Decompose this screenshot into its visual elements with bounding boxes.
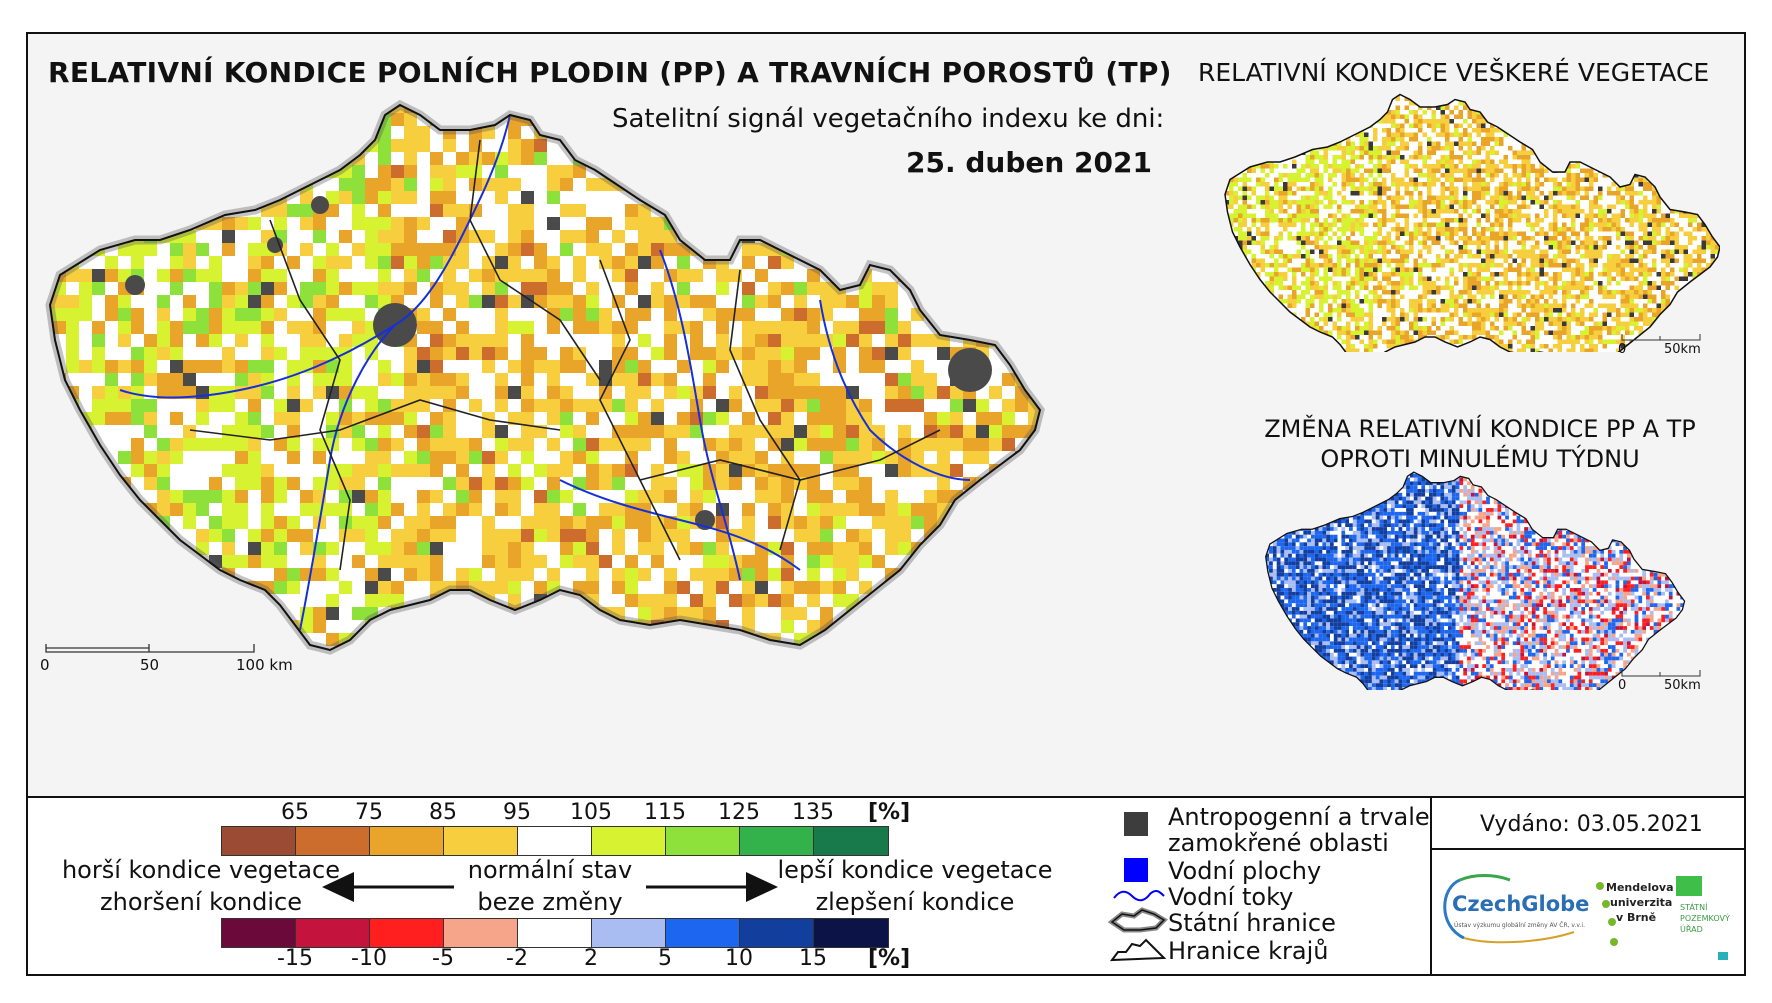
spu-logo-text: STÁTNÍ POZEMKOVÝ ÚŘAD xyxy=(1680,902,1730,935)
better-line2: zlepšení kondice xyxy=(815,888,1015,916)
normal-line1: normální stav xyxy=(467,856,633,884)
main-title: RELATIVNÍ KONDICE POLNÍCH PLODIN (PP) A … xyxy=(48,56,1172,89)
legend-swatch xyxy=(222,827,296,855)
legend-tick-label: 115 xyxy=(644,800,686,825)
main-condition-map xyxy=(40,100,1180,760)
change-color-bar xyxy=(221,918,889,948)
region-border-icon xyxy=(1109,938,1167,962)
legend-swatch xyxy=(592,827,666,855)
worse-line2: zhoršení kondice xyxy=(100,888,302,916)
mendel-line1: Mendelova xyxy=(1606,881,1674,894)
legend-tick-label: -2 xyxy=(506,946,528,971)
mendel-line2: univerzita xyxy=(1610,896,1673,909)
czechglobe-logo xyxy=(1443,874,1575,944)
main-scale-0: 0 xyxy=(40,656,50,674)
legend-swatch xyxy=(740,919,814,947)
spu-line1: STÁTNÍ xyxy=(1680,903,1708,912)
legend-swatch xyxy=(296,919,370,947)
inset-vegetation-map xyxy=(1224,93,1720,352)
condition-color-bar xyxy=(221,826,889,856)
legend-swatch xyxy=(740,827,814,855)
inset-change-title: ZMĚNA RELATIVNÍ KONDICE PP A TP OPROTI M… xyxy=(1200,414,1760,474)
anthro-swatch xyxy=(1124,812,1148,836)
subtitle: Satelitní signál vegetačního indexu ke d… xyxy=(612,104,1165,134)
legend-swatch xyxy=(814,919,888,947)
legend-swatch xyxy=(222,919,296,947)
legend-swatch xyxy=(370,827,444,855)
legend-tick-label: 85 xyxy=(429,800,457,825)
inset-vegetation-scale xyxy=(1621,334,1701,341)
legend-tick-label: 95 xyxy=(503,800,531,825)
inset1-scale-0: 0 xyxy=(1618,342,1627,357)
legend-swatch xyxy=(592,919,666,947)
anthro-line1: Antropogenní a trvale xyxy=(1168,803,1430,831)
issued-divider xyxy=(1430,848,1746,850)
anthro-line2: zamokřené oblasti xyxy=(1168,829,1389,857)
normal-label: normální stav beze změny xyxy=(460,854,640,918)
legend-tick-label: 5 xyxy=(658,946,672,971)
legend-tick-label: 10 xyxy=(725,946,753,971)
spu-logo-shape xyxy=(1676,876,1728,960)
date-label: 25. duben 2021 xyxy=(906,146,1152,179)
inset-vegetation-title: RELATIVNÍ KONDICE VEŠKERÉ VEGETACE xyxy=(1198,58,1710,87)
better-arrow-icon xyxy=(646,872,778,902)
worse-arrow-icon xyxy=(322,872,454,902)
legend-tick-label: -10 xyxy=(351,946,387,971)
inset2-scale-0: 0 xyxy=(1618,678,1627,693)
legend-tick-label: 105 xyxy=(570,800,612,825)
better-line1: lepší kondice vegetace xyxy=(777,856,1053,884)
legend-swatch xyxy=(666,919,740,947)
main-scale-bar xyxy=(45,644,255,653)
legend-swatch xyxy=(444,827,518,855)
main-scale-50: 50 xyxy=(140,656,160,674)
inset-change-title-line2: OPROTI MINULÉMU TÝDNU xyxy=(1320,445,1640,473)
state-border-label: Státní hranice xyxy=(1168,909,1336,937)
legend-swatch xyxy=(518,827,592,855)
issued-date: Vydáno: 03.05.2021 xyxy=(1480,812,1703,837)
legend-tick-label: 135 xyxy=(792,800,834,825)
main-scale-100: 100 km xyxy=(236,656,293,674)
water-label: Vodní plochy xyxy=(1168,857,1322,885)
legend-swatch xyxy=(370,919,444,947)
region-border-label: Hranice krajů xyxy=(1168,937,1329,965)
water-swatch xyxy=(1124,858,1148,882)
spu-line2: POZEMKOVÝ xyxy=(1680,914,1730,923)
inset-change-title-line1: ZMĚNA RELATIVNÍ KONDICE PP A TP xyxy=(1264,415,1696,443)
mendel-logo-text: Mendelova univerzita v Brně xyxy=(1606,880,1674,925)
legend-swatch xyxy=(666,827,740,855)
anthro-label: Antropogenní a trvale zamokřené oblasti xyxy=(1168,804,1430,856)
condition-unit: [%] xyxy=(868,800,911,825)
change-unit: [%] xyxy=(868,946,911,971)
worse-label: horší kondice vegetace zhoršení kondice xyxy=(56,854,346,918)
legend-tick-label: -15 xyxy=(277,946,313,971)
mendel-logo-dots xyxy=(1596,882,1618,946)
legend-swatch xyxy=(296,827,370,855)
legend-divider xyxy=(1430,796,1432,976)
legend-tick-label: 2 xyxy=(584,946,598,971)
worse-line1: horší kondice vegetace xyxy=(61,856,341,884)
legend-tick-label: -5 xyxy=(432,946,454,971)
mendel-line3: v Brně xyxy=(1616,911,1657,924)
legend-tick-label: 65 xyxy=(281,800,309,825)
legend-swatch xyxy=(814,827,888,855)
czechglobe-logo-text: CzechGlobe xyxy=(1452,892,1590,916)
spu-line3: ÚŘAD xyxy=(1680,925,1703,934)
inset2-scale-50: 50km xyxy=(1664,678,1701,693)
czechglobe-logo-sub: Ústav výzkumu globální změny AV ČR, v.v.… xyxy=(1454,922,1585,929)
inset1-scale-50: 50km xyxy=(1664,342,1701,357)
legend-tick-label: 15 xyxy=(799,946,827,971)
legend-tick-label: 75 xyxy=(355,800,383,825)
inset-change-scale xyxy=(1621,670,1701,677)
normal-line2: beze změny xyxy=(477,888,623,916)
river-line-icon xyxy=(1113,889,1165,902)
river-label: Vodní toky xyxy=(1168,883,1294,911)
legend-tick-label: 125 xyxy=(718,800,760,825)
state-border-icon xyxy=(1108,907,1168,933)
legend-swatch xyxy=(518,919,592,947)
inset-change-map xyxy=(1265,471,1686,690)
better-label: lepší kondice vegetace zlepšení kondice xyxy=(770,854,1060,918)
legend-swatch xyxy=(444,919,518,947)
